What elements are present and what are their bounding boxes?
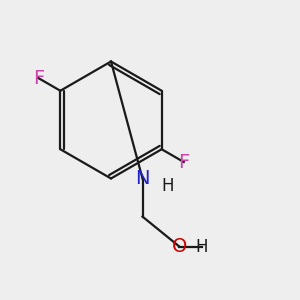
Text: F: F: [33, 68, 44, 88]
Text: O: O: [172, 237, 187, 256]
Text: N: N: [135, 169, 150, 188]
Text: H: H: [161, 177, 174, 195]
Text: H: H: [196, 238, 208, 256]
Text: F: F: [178, 152, 189, 172]
